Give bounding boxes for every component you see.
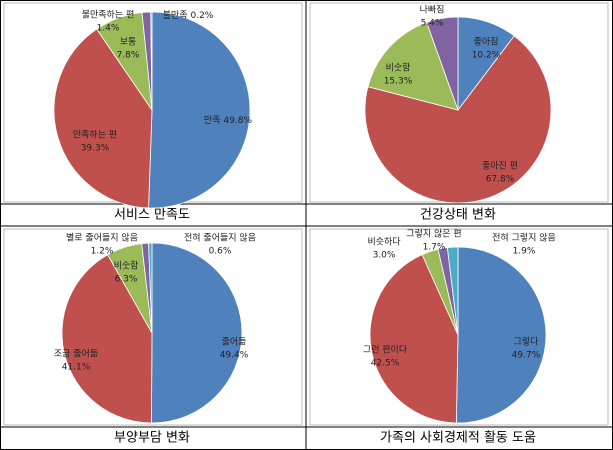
slice-category: 만족하는 편 xyxy=(73,129,117,141)
pie-slice xyxy=(369,254,459,424)
slice-value: 1.4% xyxy=(97,24,120,34)
slice-category: 좋아짐 xyxy=(474,37,499,48)
slice-category: 좋아진 편 xyxy=(482,160,518,172)
pie-slice xyxy=(426,16,459,111)
pie-slice xyxy=(446,246,459,336)
slice-value: 10.2% xyxy=(472,51,501,61)
chart-caption: 서비스 만족도 xyxy=(114,208,190,223)
slice-value: 15.3% xyxy=(384,77,413,87)
slice-category: 그렇다 xyxy=(514,337,540,348)
slice-category: 비숫함 xyxy=(114,261,139,272)
slice-value: 49.7% xyxy=(512,351,541,361)
slice-category: 불만족 xyxy=(163,10,188,21)
slice-value: 6.3% xyxy=(115,275,138,285)
chart-caption: 부양부담 변화 xyxy=(114,431,190,446)
slice-value: 0.6% xyxy=(209,247,232,257)
chart-caption: 건강상태 변화 xyxy=(420,208,496,223)
slice-category: 별로 줄어들지 않음 xyxy=(66,233,138,244)
slice-value: 39.3% xyxy=(81,144,110,154)
slice-category: 만족 xyxy=(204,115,221,126)
slice-category: 그런 편이다 xyxy=(363,344,408,356)
slice-value: 49.4% xyxy=(220,351,249,361)
pie-slice xyxy=(61,254,153,424)
frame xyxy=(3,228,303,426)
slice-category: 불만족하는 편 xyxy=(82,9,135,21)
pie-slice xyxy=(364,35,552,204)
slice-value: 1.9% xyxy=(513,247,536,257)
slice-value: 49.8% xyxy=(223,116,252,126)
pie-slice xyxy=(151,242,243,424)
slice-value: 3.0% xyxy=(373,251,396,261)
slice-category: 나빠짐 xyxy=(420,5,445,16)
slice-value: 41.1% xyxy=(62,363,91,373)
frame xyxy=(309,228,609,426)
slice-category: 전혀 줄어들지 않음 xyxy=(184,233,256,244)
pie-slice xyxy=(53,28,153,209)
slice-value: 0.2% xyxy=(190,11,213,21)
slice-category: 비슷하다 xyxy=(367,237,401,248)
slice-label: 불만족 0.2% xyxy=(163,10,214,21)
slice-value: 1.7% xyxy=(423,243,446,253)
slice-category: 줄어듦 xyxy=(222,337,247,348)
pie-slice xyxy=(367,21,459,111)
slice-category: 보통 xyxy=(120,37,137,48)
slice-category: 비숫함 xyxy=(386,63,411,74)
slice-value: 7.8% xyxy=(117,51,140,61)
slice-value: 42.5% xyxy=(371,359,400,369)
pie-slice xyxy=(455,246,547,424)
slice-category: 조금 줄어듦 xyxy=(54,349,98,360)
slice-value: 5.4% xyxy=(421,19,444,29)
slice-category: 전혀 그렇지 않음 xyxy=(492,233,556,244)
slice-label: 만족 49.8% xyxy=(204,115,253,126)
pie-slice xyxy=(150,11,153,111)
slice-value: 1.2% xyxy=(91,247,114,257)
chart-caption: 가족의 사회경제적 활동 도움 xyxy=(380,431,536,446)
pie-slice xyxy=(148,11,251,209)
slice-value: 67.8% xyxy=(486,175,515,185)
slice-category: 그렇지 않은 편 xyxy=(406,228,461,240)
pie-slice xyxy=(148,242,153,334)
